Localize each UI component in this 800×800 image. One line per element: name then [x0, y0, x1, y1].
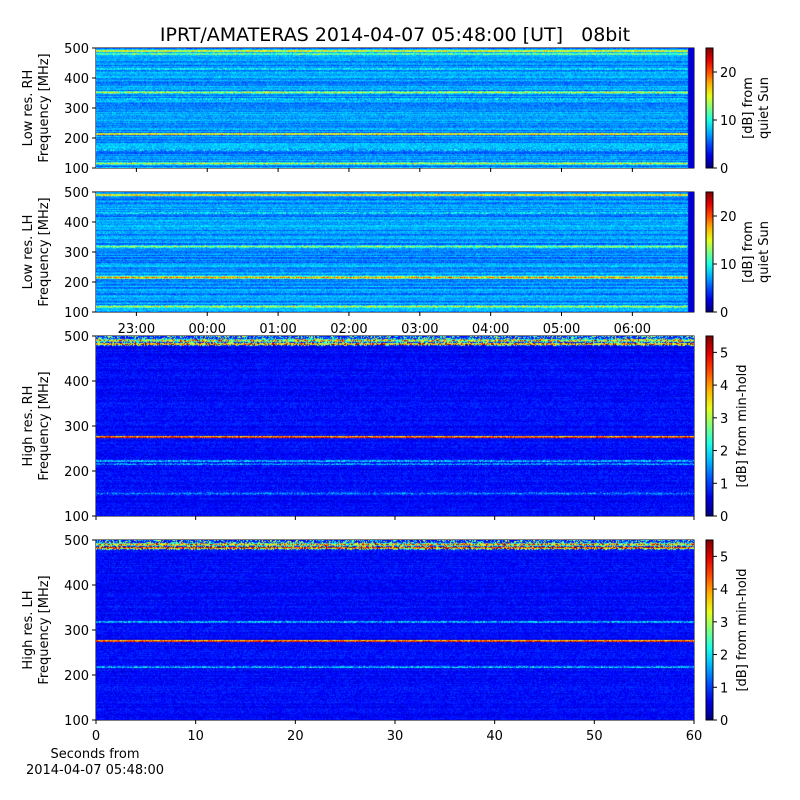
x-tick-label: 40: [486, 729, 503, 744]
colorbar-label-line: quiet Sun: [757, 77, 772, 139]
y-tick-label: 200: [64, 276, 89, 291]
colorbar-tick-label: 0: [720, 306, 728, 321]
colorbar-label: [dB] from min-hold: [735, 568, 750, 691]
colorbar-tick-label: 4: [720, 583, 728, 598]
x-tick-label: 02:00: [330, 322, 367, 337]
x-tick-label: 60: [686, 729, 703, 744]
x-tick-label: 03:00: [401, 322, 438, 337]
y-tick-label: 400: [64, 579, 89, 594]
colorbar-label-line: [dB] from: [741, 77, 756, 139]
x-tick-label: 04:00: [472, 322, 509, 337]
low-res-rh-spectrogram: [96, 48, 694, 168]
x-tick-label: 0: [92, 729, 100, 744]
colorbar-tick-label: 10: [720, 114, 737, 129]
y-tick-label: 200: [64, 669, 89, 684]
y-tick-label: 100: [64, 714, 89, 729]
y-axis-label: High res. LHFrequency [MHz]: [21, 575, 52, 684]
colorbar-tick-label: 3: [720, 412, 728, 427]
colorbar-label-line: [dB] from min-hold: [735, 364, 750, 487]
colorbar-tick-label: 4: [720, 379, 728, 394]
y-tick-label: 300: [64, 624, 89, 639]
colorbar-label-line: [dB] from: [741, 221, 756, 283]
y-axis-label: Low res. RHFrequency [MHz]: [21, 53, 52, 162]
y-tick-label: 500: [64, 42, 89, 57]
y-tick-label: 500: [64, 534, 89, 549]
y-axis-label: High res. RHFrequency [MHz]: [21, 371, 52, 480]
colorbar-tick-label: 10: [720, 258, 737, 273]
x-tick-label: 06:00: [614, 322, 651, 337]
colorbar-label-line: quiet Sun: [757, 221, 772, 283]
y-tick-label: 500: [64, 186, 89, 201]
colorbar: [705, 47, 714, 169]
colorbar-label: [dB] from min-hold: [735, 364, 750, 487]
y-label-line: Frequency [MHz]: [37, 575, 52, 684]
y-tick-label: 100: [64, 306, 89, 321]
y-tick-label: 300: [64, 246, 89, 261]
colorbar-tick-label: 0: [720, 714, 728, 729]
y-axis-label: Low res. LHFrequency [MHz]: [21, 197, 52, 306]
x-tick-label: 01:00: [259, 322, 296, 337]
colorbar-label: [dB] fromquiet Sun: [741, 221, 772, 283]
x-tick-label: 50: [586, 729, 603, 744]
colorbar-tick-label: 20: [720, 66, 737, 81]
colorbar: [705, 539, 714, 721]
y-label-line: Frequency [MHz]: [37, 197, 52, 306]
colorbar-tick-label: 1: [720, 477, 728, 492]
y-tick-label: 100: [64, 162, 89, 177]
x-tick-label: 23:00: [118, 322, 155, 337]
colorbar-label: [dB] fromquiet Sun: [741, 77, 772, 139]
y-tick-label: 200: [64, 465, 89, 480]
colorbar-tick-label: 20: [720, 210, 737, 225]
y-label-line: High res. RH: [21, 386, 36, 467]
y-label-line: High res. LH: [21, 590, 36, 669]
x-tick-label: 30: [387, 729, 404, 744]
x-tick-label: 05:00: [543, 322, 580, 337]
y-tick-label: 400: [64, 72, 89, 87]
x-tick-label: 20: [287, 729, 304, 744]
y-tick-label: 100: [64, 510, 89, 525]
bottom-xlabel-line1: Seconds from: [50, 747, 140, 762]
colorbar-tick-label: 3: [720, 616, 728, 631]
colorbar: [705, 335, 714, 517]
high-res-lh-spectrogram: [96, 540, 694, 720]
colorbar: [705, 191, 714, 313]
y-tick-label: 200: [64, 132, 89, 147]
bottom-xlabel: Seconds from 2014-04-07 05:48:00: [20, 747, 170, 779]
y-label-line: Low res. RH: [21, 70, 36, 147]
x-tick-label: 00:00: [189, 322, 226, 337]
y-label-line: Frequency [MHz]: [37, 53, 52, 162]
y-tick-label: 300: [64, 102, 89, 117]
colorbar-tick-label: 5: [720, 550, 728, 565]
colorbar-tick-label: 5: [720, 346, 728, 361]
y-label-line: Frequency [MHz]: [37, 371, 52, 480]
figure-title: IPRT/AMATERAS 2014-04-07 05:48:00 [UT] 0…: [159, 24, 631, 46]
high-res-rh-spectrogram: [96, 336, 694, 516]
colorbar-tick-label: 0: [720, 162, 728, 177]
bottom-xlabel-line2: 2014-04-07 05:48:00: [25, 763, 165, 778]
low-res-lh-spectrogram: [96, 192, 694, 312]
colorbar-tick-label: 2: [720, 649, 728, 664]
colorbar-tick-label: 1: [720, 681, 728, 696]
colorbar-tick-label: 2: [720, 445, 728, 460]
y-tick-label: 500: [64, 330, 89, 345]
colorbar-label-line: [dB] from min-hold: [735, 568, 750, 691]
y-tick-label: 300: [64, 420, 89, 435]
y-tick-label: 400: [64, 216, 89, 231]
y-tick-label: 400: [64, 375, 89, 390]
colorbar-tick-label: 0: [720, 510, 728, 525]
y-label-line: Low res. LH: [21, 215, 36, 290]
x-tick-label: 10: [187, 729, 204, 744]
